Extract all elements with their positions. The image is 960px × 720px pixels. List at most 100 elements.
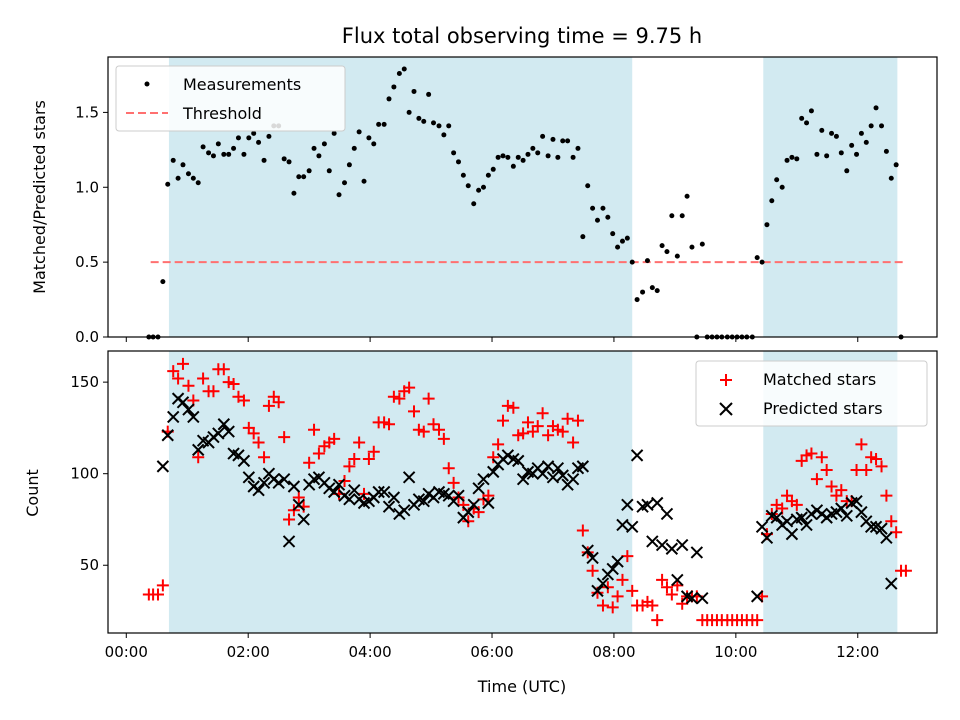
- matched-star-point: [427, 418, 440, 431]
- predicted-star-point: [805, 507, 818, 521]
- measurement-point: [266, 133, 272, 139]
- measurement-point: [490, 166, 496, 172]
- predicted-star-point: [785, 527, 799, 541]
- matched-star-point: [860, 464, 873, 477]
- legend-predicted-marker: [719, 402, 733, 416]
- measurement-point: [794, 156, 800, 162]
- x-tick-label: 06:00: [470, 643, 513, 661]
- predicted-star-point: [182, 403, 195, 416]
- measurement-point: [629, 259, 635, 265]
- predicted-star-point: [616, 518, 629, 532]
- predicted-star-point: [855, 505, 868, 519]
- matched-star-point: [517, 427, 530, 440]
- measurement-point: [471, 201, 477, 207]
- predicted-star-point: [161, 429, 174, 442]
- matched-star-point: [586, 564, 599, 577]
- measurement-point: [829, 130, 835, 136]
- matched-star-point: [567, 436, 580, 449]
- predicted-star-point: [277, 472, 291, 486]
- measurement-point: [221, 151, 227, 157]
- predicted-star-point: [187, 410, 200, 424]
- matched-star-point: [810, 473, 823, 486]
- measurement-point: [246, 135, 252, 141]
- predicted-star-point: [156, 460, 170, 473]
- measurement-point: [555, 154, 561, 160]
- top-y-tick-label: 0.0: [75, 328, 99, 346]
- x-tick-label: 10:00: [714, 643, 757, 661]
- measurement-point: [879, 123, 885, 129]
- measurement-point: [654, 288, 660, 294]
- predicted-star-point: [372, 485, 385, 499]
- top-observing-band: [763, 57, 898, 337]
- matched-star-point: [815, 451, 828, 464]
- measurement-point: [381, 121, 387, 127]
- matched-star-point: [501, 399, 514, 412]
- predicted-star-point: [176, 396, 190, 409]
- measurement-point: [386, 96, 392, 102]
- matched-star-point: [616, 573, 629, 586]
- predicted-star-point: [800, 518, 813, 532]
- predicted-star-point: [641, 498, 654, 512]
- measurement-point: [838, 150, 844, 156]
- matched-star-point: [656, 573, 669, 586]
- measurement-point: [465, 183, 471, 189]
- measurement-point: [545, 153, 551, 159]
- matched-star-point: [258, 451, 271, 464]
- measurement-point: [480, 184, 486, 190]
- matched-star-point: [338, 475, 351, 488]
- predicted-star-point: [546, 471, 560, 484]
- matched-star-point: [182, 379, 195, 392]
- predicted-star-point: [237, 454, 251, 468]
- predicted-star-point: [387, 491, 401, 504]
- measurement-point: [460, 172, 466, 178]
- matched-star-point: [422, 392, 435, 405]
- matched-star-point: [192, 451, 205, 464]
- predicted-star-point: [402, 471, 416, 484]
- matched-star-point: [403, 381, 416, 394]
- measurement-point: [819, 127, 825, 133]
- measurement-point: [644, 258, 650, 264]
- matched-star-point: [825, 480, 838, 493]
- measurement-point: [326, 168, 332, 174]
- measurement-point: [844, 168, 850, 174]
- predicted-star-point: [512, 454, 525, 468]
- predicted-star-point: [343, 493, 356, 506]
- predicted-star-point: [377, 485, 391, 499]
- measurement-point: [530, 145, 536, 151]
- measurement-point: [570, 154, 576, 160]
- matched-star-point: [272, 396, 285, 409]
- bottom-y-tick-label: 150: [70, 373, 99, 391]
- measurement-point: [451, 150, 457, 156]
- top-y-tick-label: 0.5: [75, 253, 99, 271]
- matched-star-point: [880, 489, 893, 502]
- predicted-star-point: [770, 511, 783, 524]
- matched-star-point: [176, 357, 189, 370]
- matched-star-point: [890, 526, 903, 539]
- top-legend-frame: [115, 65, 346, 132]
- measurement-point: [231, 145, 237, 151]
- measurement-point: [185, 171, 191, 177]
- bottom-axes-frame: [107, 350, 938, 634]
- legend-threshold-label: Threshold: [182, 104, 262, 123]
- matched-star-point: [437, 432, 450, 445]
- measurement-point: [336, 192, 342, 198]
- matched-star-point: [442, 462, 455, 475]
- predicted-star-point: [835, 502, 848, 515]
- measurement-point: [371, 141, 377, 147]
- predicted-star-point: [671, 573, 684, 587]
- matched-star-point: [262, 399, 275, 412]
- matched-star-point: [227, 377, 240, 390]
- matched-star-point: [472, 506, 485, 519]
- measurement-point: [261, 157, 267, 163]
- measurement-point: [505, 154, 511, 160]
- measurement-point: [476, 187, 482, 193]
- top-y-axis-label: Matched/Predicted stars: [30, 100, 49, 294]
- measurement-point: [565, 138, 571, 144]
- measurement-point: [883, 148, 889, 154]
- measurement-point: [311, 145, 317, 151]
- predicted-star-point: [417, 494, 430, 508]
- matched-star-point: [665, 588, 678, 601]
- matched-star-point: [487, 451, 500, 464]
- top-y-tick-label: 1.5: [75, 103, 99, 121]
